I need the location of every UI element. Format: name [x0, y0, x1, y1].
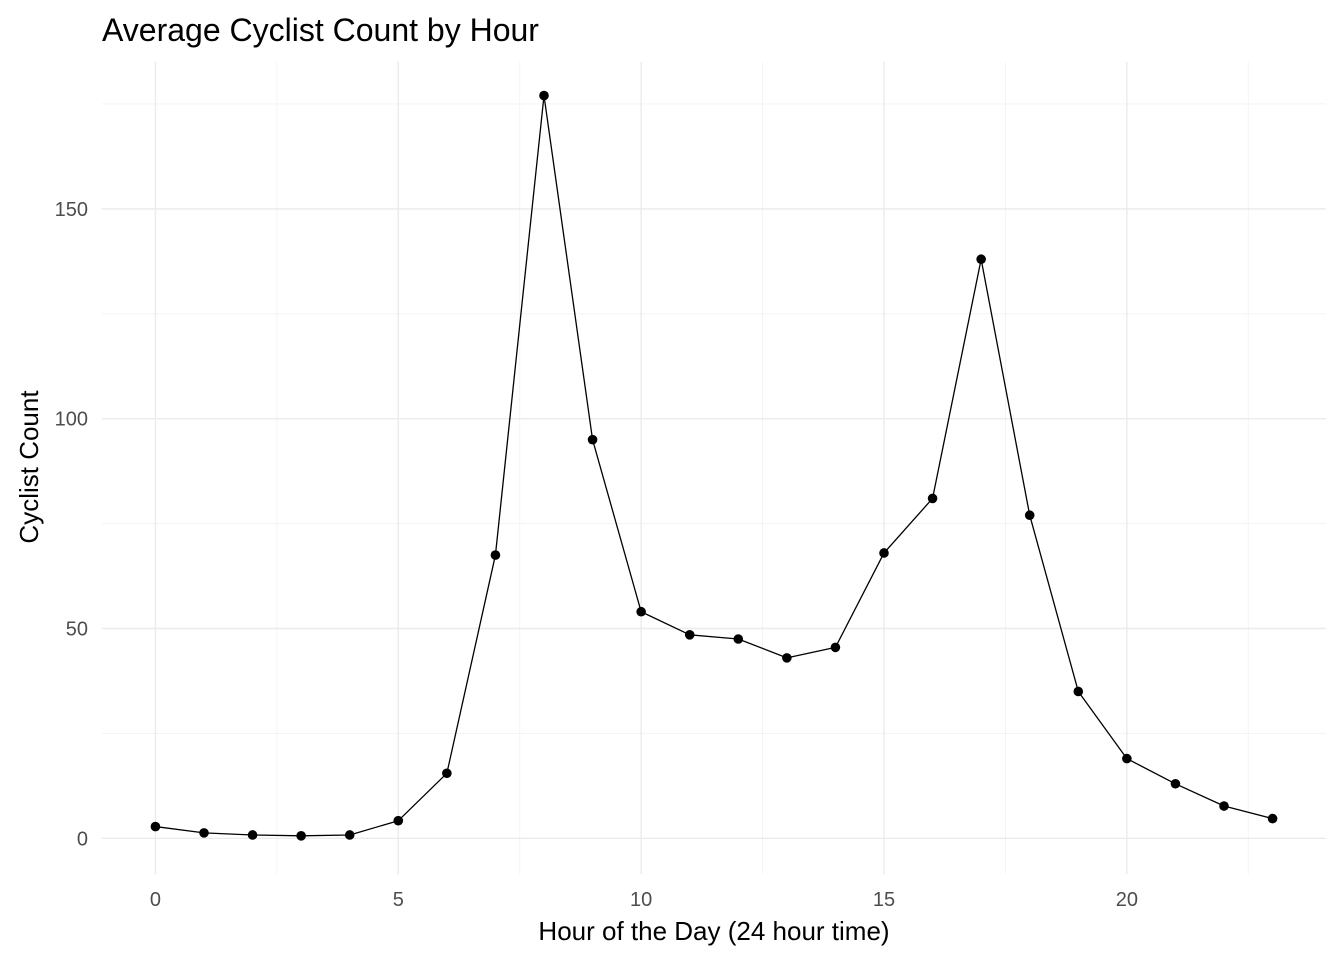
data-point — [490, 550, 501, 560]
y-tick-label: 100 — [55, 409, 88, 431]
data-point — [636, 606, 646, 617]
data-point — [830, 642, 841, 653]
chart-title: Average Cyclist Count by Hour — [102, 12, 539, 48]
y-axis-title: Cyclist Count — [14, 390, 44, 544]
x-tick-label: 10 — [630, 889, 652, 911]
data-point — [1073, 686, 1084, 697]
x-axis-title: Hour of the Day (24 hour time) — [538, 916, 889, 946]
x-axis-ticks: 0 5 10 15 20 — [150, 889, 1138, 911]
y-tick-label: 50 — [66, 619, 88, 641]
x-tick-label: 0 — [150, 889, 161, 911]
data-point — [1219, 801, 1229, 811]
series-line-path — [155, 94, 1273, 837]
x-tick-label: 20 — [1116, 889, 1138, 911]
data-point — [927, 493, 938, 504]
data-point — [247, 830, 258, 840]
data-point — [879, 548, 889, 558]
data-point — [587, 434, 598, 445]
data-point — [150, 821, 161, 832]
data-point — [782, 653, 792, 663]
y-tick-label: 0 — [77, 828, 88, 850]
x-tick-label: 15 — [873, 889, 895, 911]
data-point — [1267, 813, 1278, 824]
grid — [102, 62, 1326, 874]
data-point — [733, 634, 744, 644]
data-point — [344, 830, 355, 840]
data-point — [684, 630, 695, 640]
data-point — [442, 768, 452, 779]
data-point — [1024, 510, 1035, 521]
series-points — [150, 90, 1278, 841]
series-line — [155, 94, 1273, 837]
data-point — [539, 90, 549, 101]
data-point — [199, 828, 209, 838]
y-tick-label: 150 — [55, 199, 88, 221]
data-point — [976, 254, 986, 265]
y-axis-ticks: 0 50 100 150 — [55, 199, 88, 850]
data-point — [1122, 753, 1132, 764]
data-point — [1170, 778, 1181, 789]
data-point — [296, 831, 306, 841]
x-tick-label: 5 — [393, 889, 404, 911]
data-point — [393, 815, 404, 826]
